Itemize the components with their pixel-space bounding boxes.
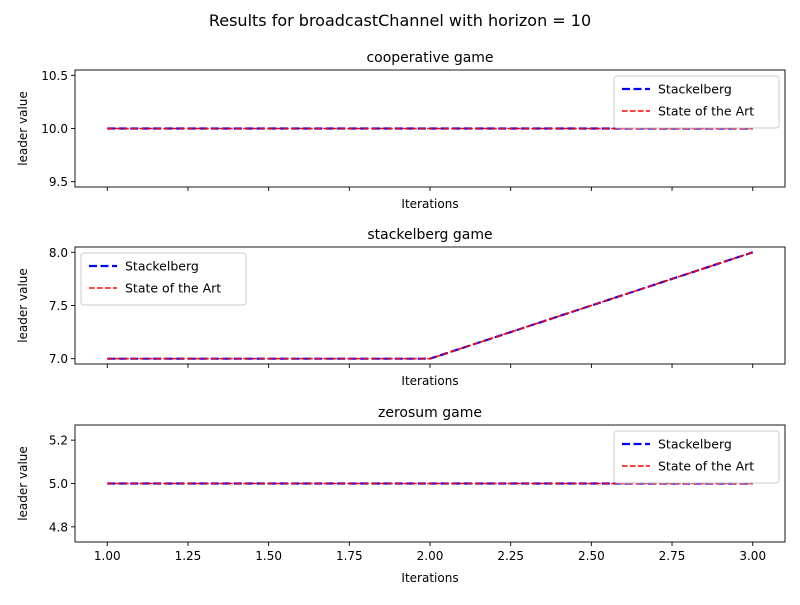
x-tick-label: 1.00 xyxy=(94,549,121,563)
y-tick-label: 5.2 xyxy=(49,434,68,448)
legend-box xyxy=(613,75,780,129)
y-tick-label: 9.5 xyxy=(49,175,68,189)
legend: Stackelberg State of the Art xyxy=(613,75,780,129)
y-axis-label: leader value xyxy=(16,268,30,343)
y-tick-label: 10.0 xyxy=(41,122,68,136)
subplot-title: zerosum game xyxy=(378,405,482,421)
legend: Stackelberg State of the Art xyxy=(613,430,780,484)
x-tick-label: 1.75 xyxy=(336,549,363,563)
x-axis-label: Iterations xyxy=(401,571,458,585)
x-tick-label: 2.75 xyxy=(659,549,686,563)
x-tick-label: 1.25 xyxy=(175,549,202,563)
x-tick-label: 3.00 xyxy=(739,549,766,563)
legend-label: State of the Art xyxy=(125,281,221,296)
y-tick-label: 4.8 xyxy=(49,520,68,534)
y-tick-label: 5.0 xyxy=(49,477,68,491)
y-axis-label: leader value xyxy=(16,446,30,521)
x-tick-label: 2.25 xyxy=(497,549,524,563)
x-tick-label: 2.50 xyxy=(578,549,605,563)
x-axis-label: Iterations xyxy=(401,374,458,388)
legend-label: Stackelberg xyxy=(125,259,199,274)
legend: Stackelberg State of the Art xyxy=(80,252,247,306)
subplot-title: cooperative game xyxy=(366,50,493,66)
legend-box xyxy=(613,430,780,484)
x-tick-label: 1.50 xyxy=(255,549,282,563)
subplot-2: stackelberg game 7.0 7.5 8.0 Iterations leade… xyxy=(16,227,786,388)
y-tick-label: 7.0 xyxy=(49,352,68,366)
figure-suptitle: Results for broadcastChannel with horizo… xyxy=(209,11,591,30)
y-tick-label: 10.5 xyxy=(41,69,68,83)
x-tick-label: 2.00 xyxy=(417,549,444,563)
series-line-state-of-the-art xyxy=(107,251,753,360)
subplot-1: cooperative game 9.5 10.0 10.5 Iterations lea… xyxy=(16,50,786,211)
legend-label: Stackelberg xyxy=(658,437,732,452)
subplot-title: stackelberg game xyxy=(367,227,492,243)
y-tick-label: 8.0 xyxy=(49,246,68,260)
legend-label: State of the Art xyxy=(658,459,754,474)
legend-box xyxy=(80,252,247,306)
y-tick-label: 7.5 xyxy=(49,299,68,313)
y-axis-label: leader value xyxy=(16,91,30,166)
x-axis-label: Iterations xyxy=(401,197,458,211)
legend-label: State of the Art xyxy=(658,104,754,119)
legend-label: Stackelberg xyxy=(658,82,732,97)
subplot-3: zerosum game 1.00 1.25 1.50 1.75 2.00 2.25 2.50… xyxy=(16,405,786,585)
